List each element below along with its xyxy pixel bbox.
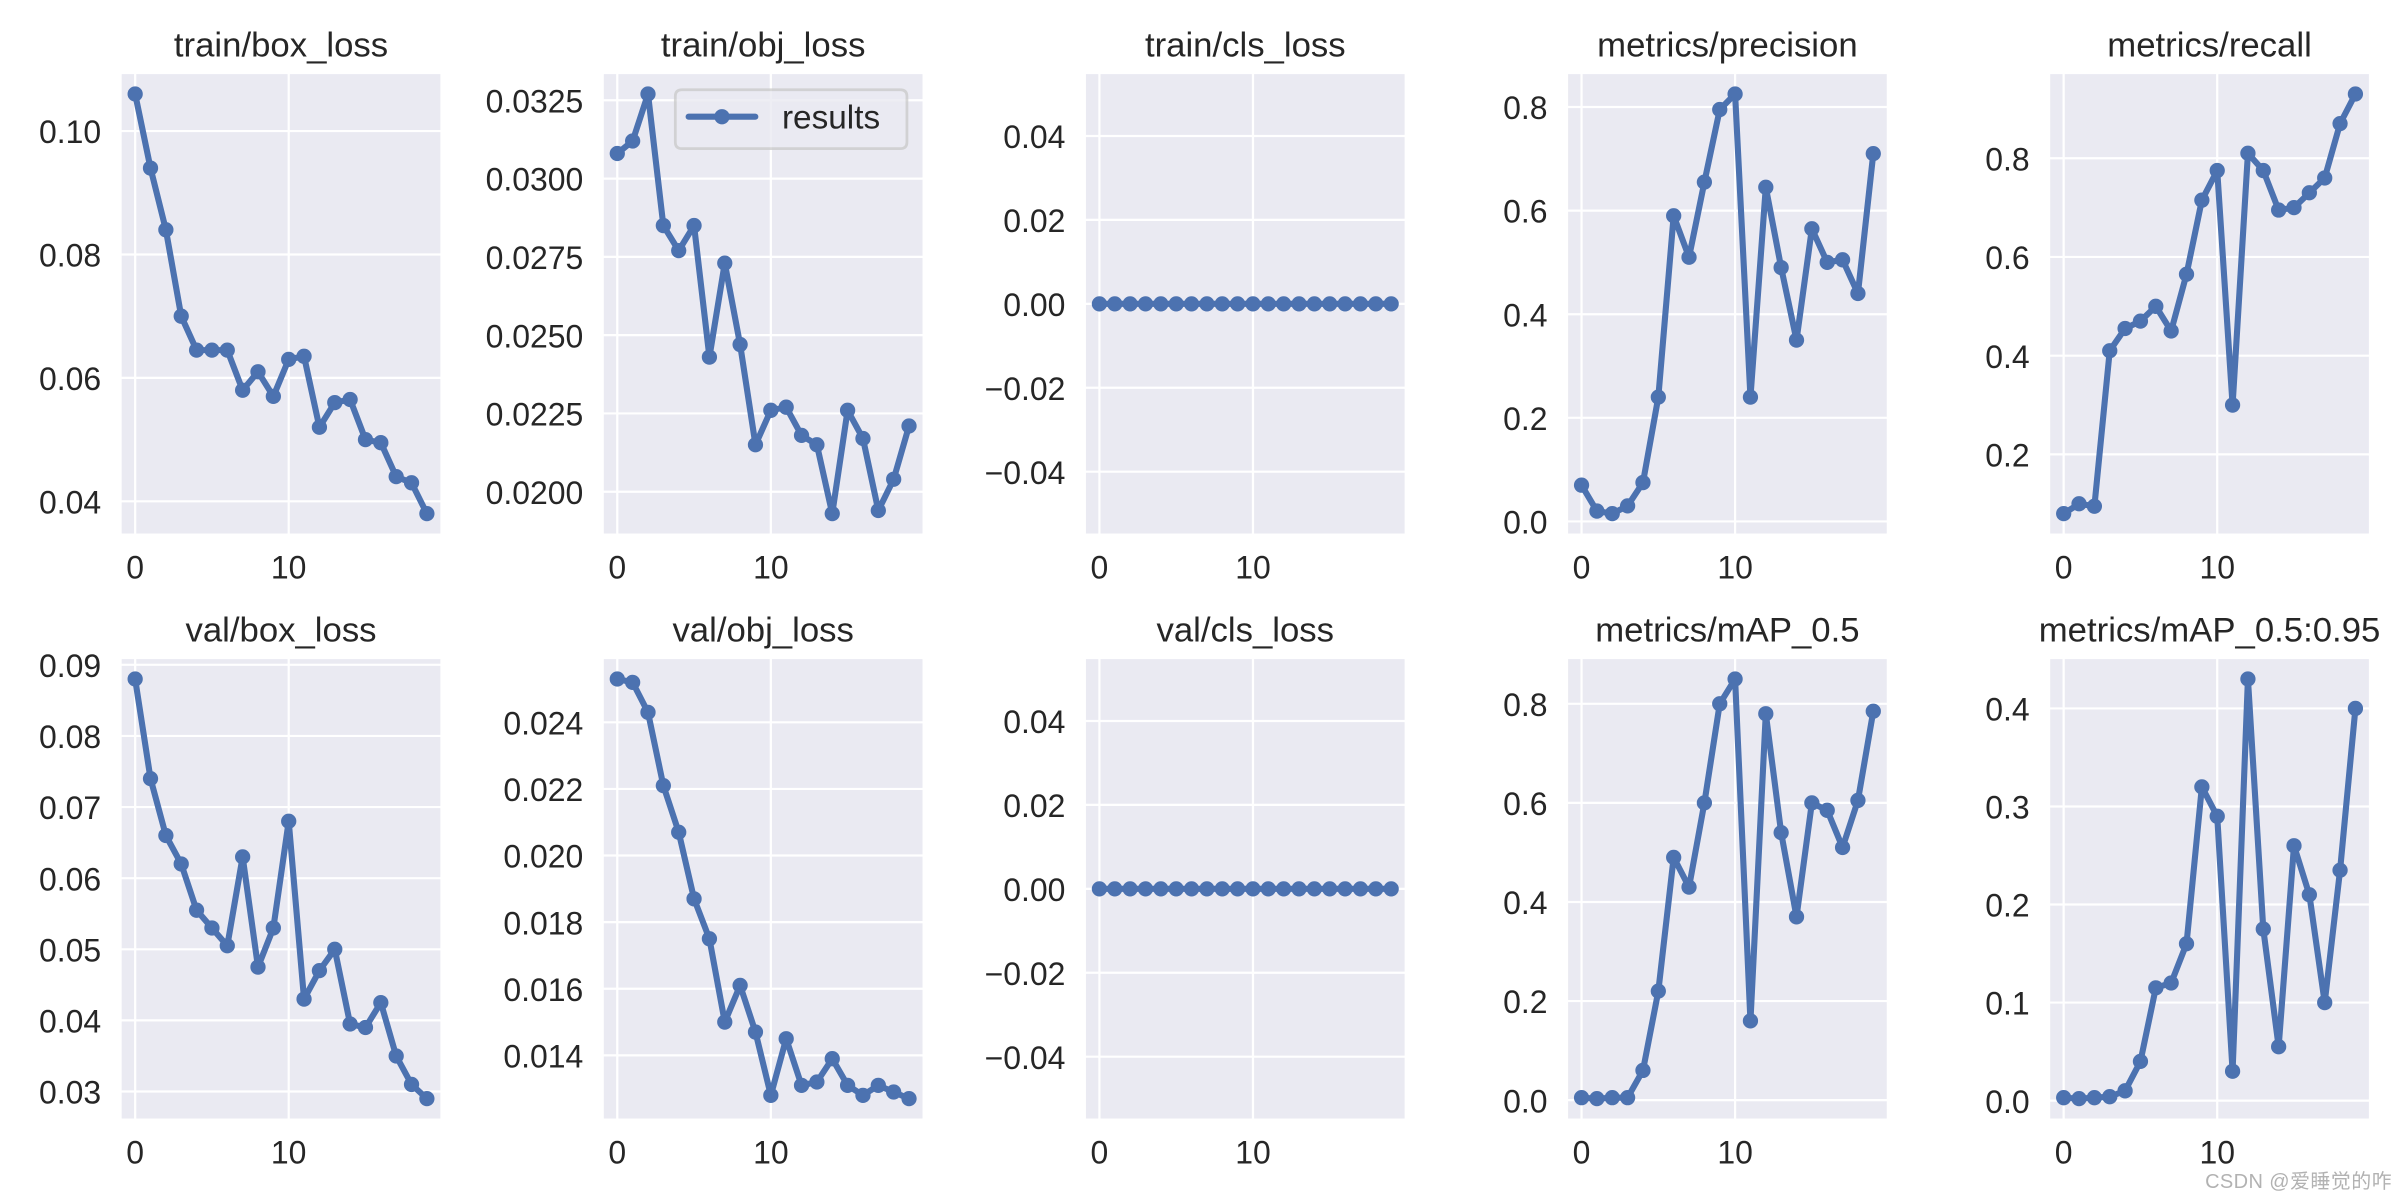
svg-text:0.02: 0.02 [1003,788,1065,824]
svg-text:val/cls_loss: val/cls_loss [1157,611,1335,649]
svg-text:0: 0 [126,549,144,585]
svg-text:0.0: 0.0 [1503,1083,1547,1119]
svg-text:10: 10 [1235,549,1271,585]
svg-text:0.06: 0.06 [39,861,101,897]
svg-text:0.6: 0.6 [1985,240,2029,276]
svg-text:10: 10 [271,549,307,585]
svg-text:0: 0 [2055,1134,2073,1170]
svg-text:0.1: 0.1 [1985,986,2029,1022]
svg-text:metrics/precision: metrics/precision [1597,26,1857,64]
svg-text:0: 0 [1091,549,1109,585]
svg-text:0.0: 0.0 [1503,505,1547,541]
svg-text:0.04: 0.04 [1003,119,1065,155]
svg-text:0.0325: 0.0325 [486,83,584,119]
svg-text:0: 0 [608,1134,626,1170]
svg-text:metrics/mAP_0.5:0.95: metrics/mAP_0.5:0.95 [2039,611,2381,649]
svg-text:−0.02: −0.02 [985,956,1066,992]
svg-text:metrics/mAP_0.5: metrics/mAP_0.5 [1595,611,1859,649]
svg-text:0.0275: 0.0275 [486,240,584,276]
svg-text:0.8: 0.8 [1985,141,2029,177]
svg-text:0.07: 0.07 [39,790,101,826]
svg-text:0.4: 0.4 [1503,297,1547,333]
svg-text:train/obj_loss: train/obj_loss [661,26,866,64]
svg-text:0.0300: 0.0300 [486,162,584,198]
svg-text:results: results [782,99,880,136]
svg-text:0.4: 0.4 [1503,885,1547,921]
svg-text:0.05: 0.05 [39,932,101,968]
svg-text:0.02: 0.02 [1003,203,1065,239]
svg-text:0.04: 0.04 [39,484,101,520]
svg-text:0: 0 [1573,1134,1591,1170]
svg-text:0.0250: 0.0250 [486,318,584,354]
svg-text:train/cls_loss: train/cls_loss [1145,26,1346,64]
svg-text:0.0200: 0.0200 [486,475,584,511]
svg-text:0.018: 0.018 [503,905,583,941]
svg-text:0.0: 0.0 [1985,1084,2029,1120]
svg-text:0.6: 0.6 [1503,194,1547,230]
svg-text:0.2: 0.2 [1985,888,2029,924]
svg-text:10: 10 [1717,1134,1753,1170]
svg-text:0.2: 0.2 [1503,401,1547,437]
svg-text:0: 0 [1573,549,1591,585]
svg-text:metrics/recall: metrics/recall [2107,26,2311,64]
svg-text:0.024: 0.024 [503,705,583,741]
svg-text:0: 0 [608,549,626,585]
svg-text:0.08: 0.08 [39,238,101,274]
svg-text:10: 10 [753,1134,789,1170]
svg-text:0.2: 0.2 [1503,984,1547,1020]
svg-text:0.016: 0.016 [503,972,583,1008]
svg-text:0.08: 0.08 [39,719,101,755]
svg-text:10: 10 [2199,549,2235,585]
svg-text:0.10: 0.10 [39,114,101,150]
svg-text:0: 0 [1091,1134,1109,1170]
svg-text:10: 10 [1717,549,1753,585]
svg-text:val/obj_loss: val/obj_loss [672,611,853,649]
svg-text:−0.04: −0.04 [985,1040,1066,1076]
svg-text:val/box_loss: val/box_loss [185,611,376,649]
svg-text:0.09: 0.09 [39,648,101,684]
svg-text:0.8: 0.8 [1503,90,1547,126]
svg-text:0.022: 0.022 [503,772,583,808]
svg-text:0.020: 0.020 [503,839,583,875]
svg-text:0: 0 [2055,549,2073,585]
svg-text:0.014: 0.014 [503,1038,583,1074]
svg-text:−0.02: −0.02 [985,371,1066,407]
svg-text:0.04: 0.04 [1003,704,1065,740]
svg-text:0.00: 0.00 [1003,287,1065,323]
svg-text:10: 10 [1235,1134,1271,1170]
svg-text:−0.04: −0.04 [985,455,1066,491]
svg-text:0.03: 0.03 [39,1075,101,1111]
svg-text:10: 10 [271,1134,307,1170]
svg-text:0.4: 0.4 [1985,692,2029,728]
svg-text:10: 10 [753,549,789,585]
svg-text:0.6: 0.6 [1503,786,1547,822]
svg-text:0.00: 0.00 [1003,872,1065,908]
svg-text:train/box_loss: train/box_loss [174,26,388,64]
svg-text:0.04: 0.04 [39,1004,101,1040]
svg-text:0.2: 0.2 [1985,438,2029,474]
svg-text:0.06: 0.06 [39,361,101,397]
svg-text:0: 0 [126,1134,144,1170]
svg-text:0.8: 0.8 [1503,687,1547,723]
svg-text:0.3: 0.3 [1985,790,2029,826]
svg-text:0.4: 0.4 [1985,339,2029,375]
svg-text:0.0225: 0.0225 [486,397,584,433]
